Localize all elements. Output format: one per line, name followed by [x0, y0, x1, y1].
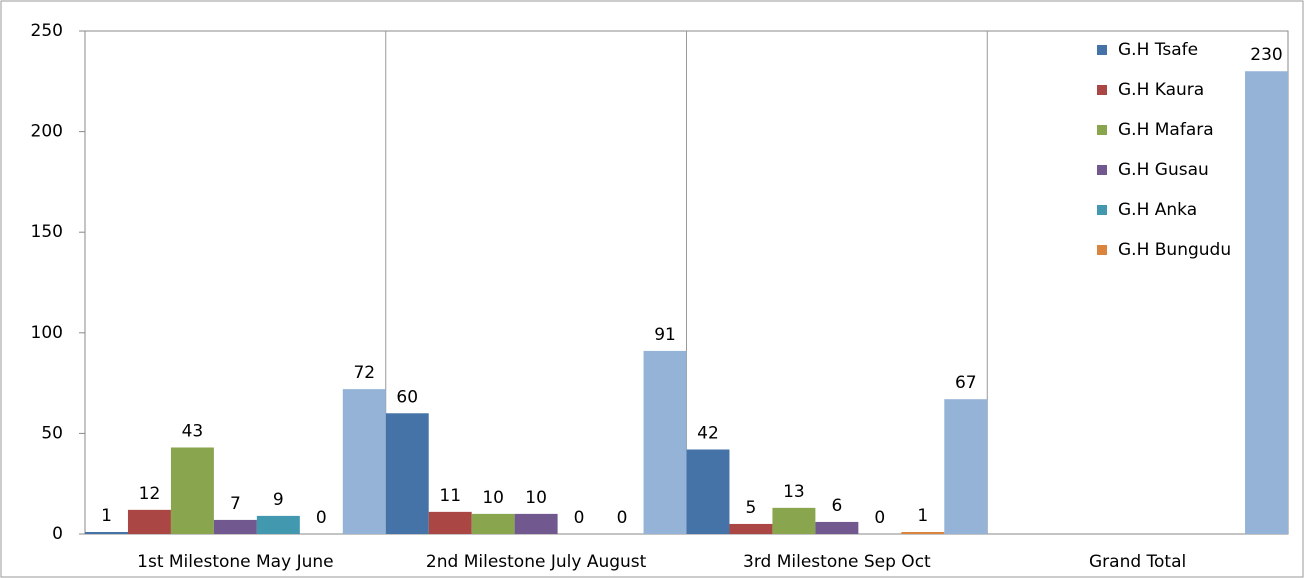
legend-swatch: [1097, 165, 1107, 175]
bar: [342, 389, 386, 534]
bar: [471, 513, 515, 534]
data-label: 11: [439, 486, 461, 506]
data-label: 72: [353, 363, 375, 383]
legend-label: G.H Tsafe: [1118, 40, 1198, 60]
data-label: 1: [917, 506, 928, 526]
legend-swatch: [1097, 85, 1107, 95]
bar: [428, 511, 472, 534]
data-label: 9: [273, 490, 284, 510]
bar: [514, 513, 558, 534]
x-tick-label: 2nd Milestone July August: [426, 552, 647, 572]
x-tick-label: Grand Total: [1089, 552, 1186, 572]
bar: [901, 531, 945, 534]
legend-label: G.H Bungudu: [1118, 240, 1231, 260]
data-label: 5: [746, 498, 757, 518]
bar: [772, 507, 816, 534]
data-label: 13: [783, 482, 805, 502]
x-tick-label: 1st Milestone May June: [137, 552, 333, 572]
legend-label: G.H Mafara: [1118, 120, 1214, 140]
y-tick-label: 100: [31, 323, 63, 343]
y-tick-label: 0: [52, 524, 63, 544]
legend-label: G.H Anka: [1118, 200, 1197, 220]
legend-swatch: [1097, 45, 1107, 55]
data-label: 10: [482, 488, 504, 508]
bar: [815, 521, 859, 534]
legend-swatch: [1097, 245, 1107, 255]
bar: [385, 413, 429, 534]
bar: [170, 447, 214, 534]
data-label: 43: [182, 421, 204, 441]
y-tick-label: 200: [31, 122, 63, 142]
legend-swatch: [1097, 205, 1107, 215]
data-label: 42: [697, 423, 719, 443]
data-label: 0: [874, 508, 885, 528]
x-tick-label: 3rd Milestone Sep Oct: [743, 552, 931, 572]
bar: [85, 531, 128, 534]
legend-swatch: [1097, 125, 1107, 135]
bar: [686, 449, 730, 534]
bar: [1245, 71, 1288, 535]
data-label: 67: [955, 373, 977, 393]
data-label: 0: [617, 508, 628, 528]
data-label: 230: [1250, 45, 1282, 65]
data-label: 6: [831, 496, 842, 516]
legend-label: G.H Gusau: [1118, 160, 1209, 180]
bar: [127, 509, 171, 534]
data-label: 0: [316, 508, 327, 528]
data-label: 1: [101, 506, 112, 526]
bar: [213, 519, 257, 534]
data-label: 60: [396, 387, 418, 407]
legend-label: G.H Kaura: [1118, 80, 1204, 100]
bar: [944, 399, 988, 534]
data-label: 91: [654, 325, 676, 345]
y-tick-label: 150: [31, 222, 63, 242]
bar: [256, 515, 300, 534]
data-label: 12: [139, 484, 161, 504]
data-label: 7: [230, 494, 241, 514]
data-label: 10: [525, 488, 547, 508]
y-tick-label: 50: [41, 423, 63, 443]
y-tick-label: 250: [31, 21, 63, 41]
data-label: 0: [574, 508, 585, 528]
bar: [643, 350, 687, 534]
bar: [729, 523, 773, 534]
